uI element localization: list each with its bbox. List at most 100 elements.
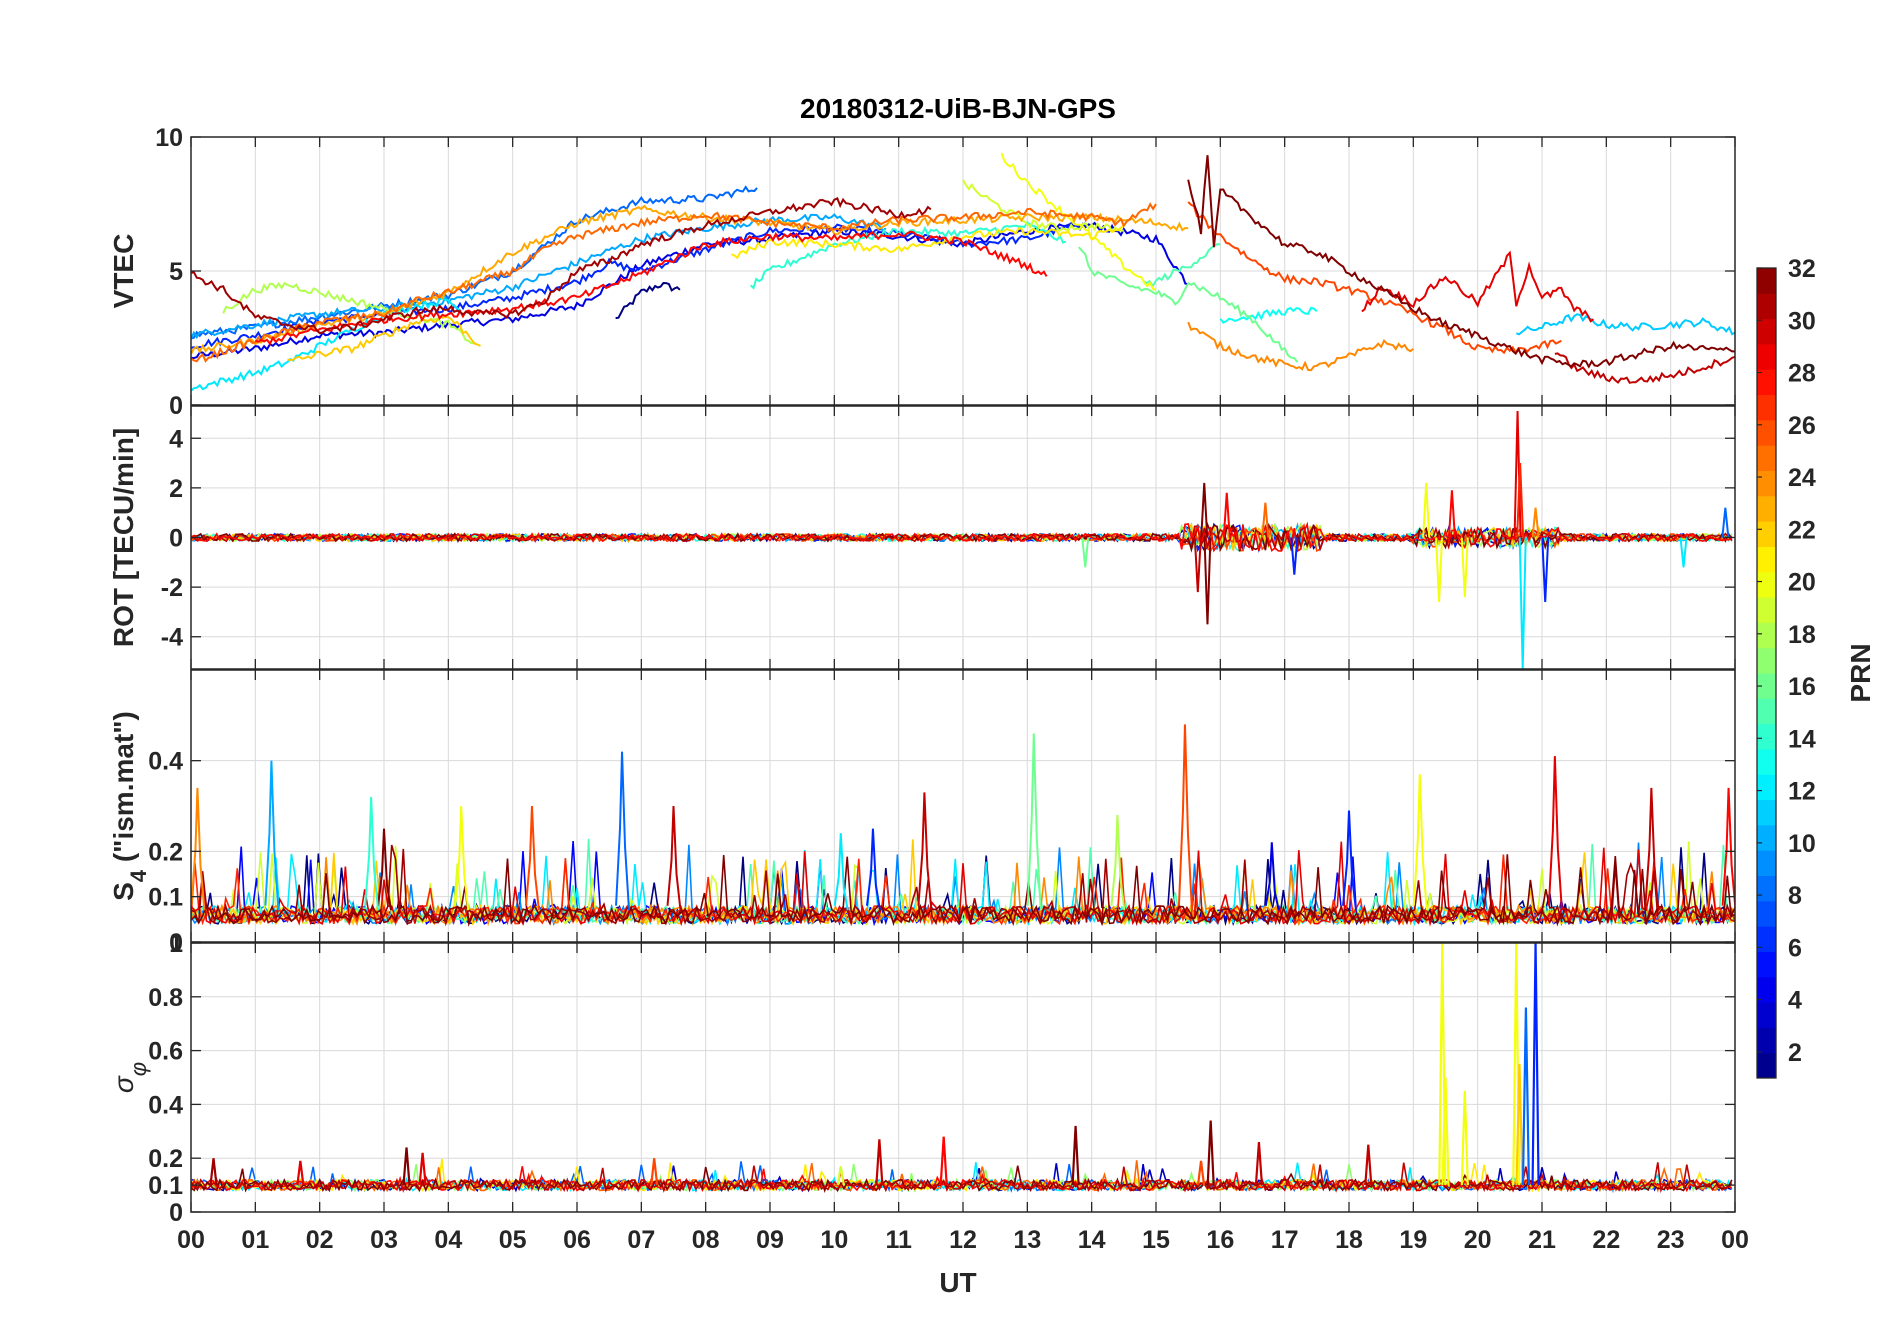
colorbar-segment <box>1757 293 1776 320</box>
colorbar-segment <box>1757 470 1776 497</box>
colorbar-segment <box>1757 647 1776 674</box>
rot-spike-prn-27 <box>1516 463 1525 538</box>
colorbar-segment <box>1757 723 1776 750</box>
s4-peak-prn-16 <box>1026 733 1042 911</box>
y-tick-label: 0 <box>169 1199 183 1227</box>
x-tick-label: 04 <box>434 1226 462 1254</box>
rot-spike-prn-28 <box>1222 492 1231 538</box>
colorbar-segment <box>1757 445 1776 471</box>
colorbar-tick-label: 20 <box>1788 569 1816 597</box>
y-tick-label: 0.1 <box>148 1172 183 1200</box>
x-tick-label: 08 <box>692 1226 720 1254</box>
s4-peak-prn-30 <box>917 792 933 911</box>
rot-series-prn-28 <box>191 521 1733 553</box>
colorbar-tick-label: 24 <box>1788 464 1816 492</box>
colorbar-segment <box>1757 571 1776 598</box>
vtec-series-prn-16 <box>1078 246 1299 363</box>
y-axis-label-vtec: VTEC <box>108 234 139 309</box>
x-tick-label: 05 <box>499 1226 527 1254</box>
rot-spike-prn-12 <box>1518 537 1527 669</box>
x-tick-label: 14 <box>1078 1226 1106 1254</box>
sigma-peak-prn-19 <box>836 1166 845 1186</box>
x-tick-label: 19 <box>1399 1226 1427 1254</box>
panel-ticks <box>190 136 1736 406</box>
y-tick-label: 0 <box>169 929 183 957</box>
x-tick-label: 18 <box>1335 1226 1363 1254</box>
y-tick-label: 0.4 <box>148 1091 183 1119</box>
vtec-series-prn-24 <box>1187 321 1414 372</box>
colorbar-tick-label: 28 <box>1788 360 1816 388</box>
y-axis-label-s4: S4 ("ism.mat") <box>108 711 151 901</box>
vtec-series-prn-26 <box>1187 201 1562 355</box>
panel-data <box>191 152 1735 392</box>
colorbar-segment <box>1757 419 1776 446</box>
sigma-peak-prn-20 <box>1441 1077 1450 1186</box>
colorbar-segment <box>1757 951 1776 978</box>
colorbar-tick-label: 32 <box>1788 255 1816 283</box>
sigma-peak-prn-30 <box>1254 1141 1264 1186</box>
vtec-series-prn-15 <box>1142 243 1221 288</box>
colorbar-segment <box>1757 318 1776 345</box>
s4-peak-prn-26 <box>1177 724 1193 911</box>
vtec-series-prn-32 <box>1187 155 1735 369</box>
x-tick-label: 13 <box>1013 1226 1041 1254</box>
x-tick-label: 09 <box>756 1226 784 1254</box>
x-tick-label: 06 <box>563 1226 591 1254</box>
sigma-peak-prn-32 <box>1206 1120 1215 1186</box>
sigma-peak-prn-32 <box>402 1147 411 1186</box>
s4-peak-prn-28 <box>1721 787 1735 911</box>
y-axis-label-sub: φ <box>126 1062 151 1076</box>
panel-rot: -4 -2 0 2 4 ROT [TECU/min] <box>108 405 1736 670</box>
rot-spike-prn-20 <box>1460 537 1469 598</box>
x-tick-label: 23 <box>1657 1226 1685 1254</box>
sigma-series-prn-28 <box>191 1166 1733 1193</box>
colorbar-segment <box>1757 673 1776 699</box>
x-tick-label: 00 <box>177 1226 205 1254</box>
vtec-series-prn-19 <box>962 179 1124 234</box>
rot-spike-prn-32 <box>1200 482 1209 538</box>
panel-data <box>191 410 1733 669</box>
vtec-series-prn-22 <box>287 315 481 361</box>
rot-spike-prn-20 <box>1435 537 1444 603</box>
s4-peak-prn-4 <box>1264 842 1280 911</box>
rot-spike-prn-25 <box>1261 502 1270 538</box>
rot-spike-prn-30 <box>1193 537 1202 593</box>
s4-peak-prn-32 <box>377 828 392 911</box>
colorbar-segment <box>1757 976 1776 1003</box>
x-tick-label: 11 <box>885 1226 912 1254</box>
y-tick-label: 0.6 <box>148 1038 183 1066</box>
sigma-peak-prn-26 <box>650 1158 659 1186</box>
vtec-series-prn-20 <box>1000 152 1157 291</box>
vtec-series-prn-6 <box>191 222 1087 350</box>
vtec-series-prn-25 <box>191 202 1157 363</box>
rot-spike-prn-32 <box>1203 537 1212 625</box>
vtec-series-prn-13 <box>1219 306 1318 324</box>
sigma-peak-prn-29 <box>296 1160 305 1186</box>
colorbar-tick-label: 2 <box>1788 1039 1802 1067</box>
colorbar-tick-label: 26 <box>1788 412 1816 440</box>
sigma-peak-prn-26 <box>1196 1160 1206 1186</box>
y-tick-label: 0 <box>169 392 183 420</box>
panel-s4: 00.10.20.4S4 ("ism.mat") <box>108 669 1736 957</box>
s4-peak-prn-12 <box>833 833 849 911</box>
y-tick-label: 0.2 <box>148 838 183 866</box>
vtec-series-prn-11 <box>1515 313 1735 336</box>
sigma-series-prn-30 <box>191 1162 1733 1194</box>
colorbar-frame <box>1756 267 1777 1079</box>
colorbar-segment <box>1757 774 1776 801</box>
sigma-peak-prn-30 <box>875 1139 884 1186</box>
chart-title: 20180312-UiB-BJN-GPS <box>800 93 1116 124</box>
s4-series-prn-32 <box>191 854 1735 927</box>
x-tick-label: 15 <box>1142 1226 1170 1254</box>
colorbar-segment <box>1757 369 1776 396</box>
x-tick-label: 17 <box>1271 1226 1299 1254</box>
colorbar-segment <box>1757 850 1776 876</box>
s4-peak-prn-20 <box>1412 774 1428 911</box>
y-axis-label-sub: 4 <box>126 869 151 882</box>
s4-peak-prn-24 <box>191 787 206 911</box>
colorbar-tick-label: 14 <box>1788 725 1816 753</box>
y-tick-label: 5 <box>169 258 183 286</box>
panel-data <box>191 724 1735 927</box>
